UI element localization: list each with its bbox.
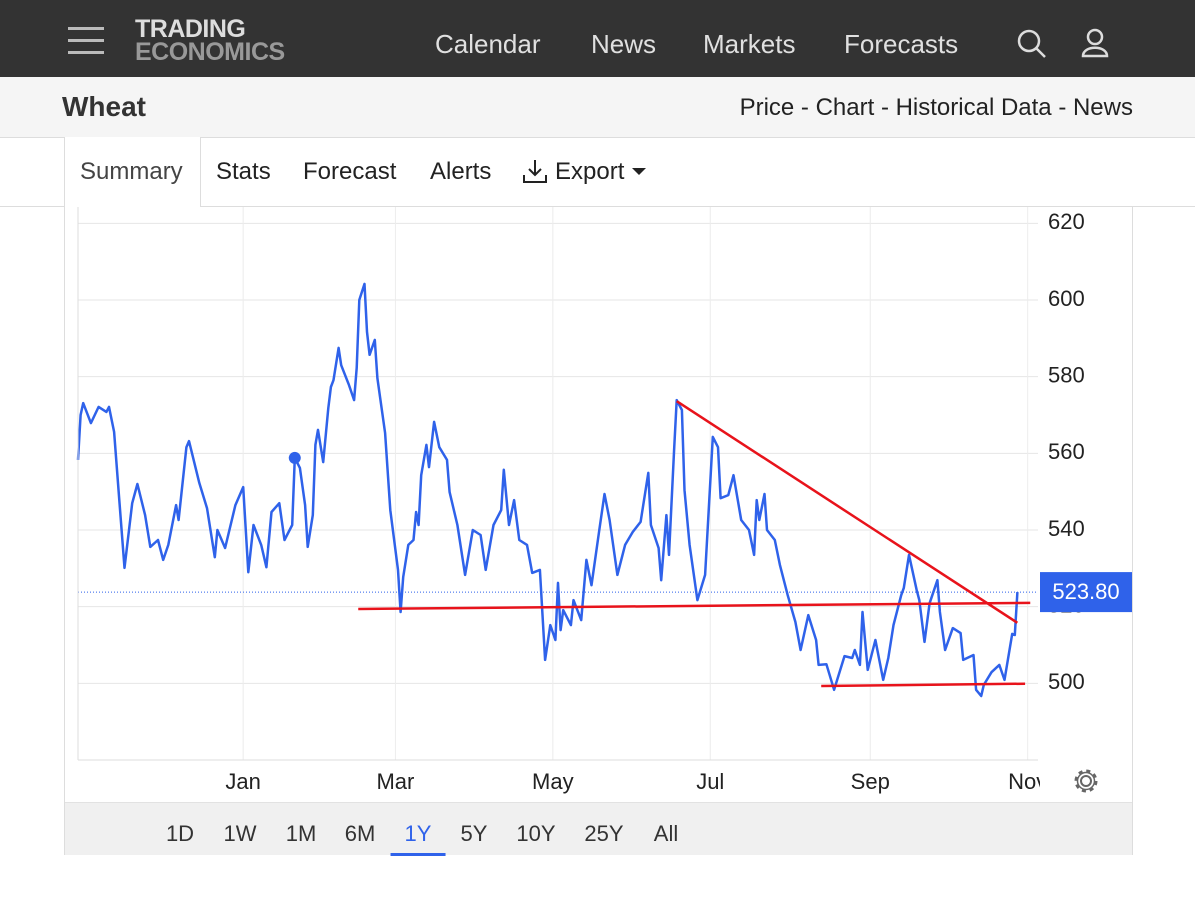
dropdown-caret — [632, 168, 646, 175]
x-tick-label: Jul — [696, 769, 724, 794]
range-button[interactable]: 6M — [344, 821, 376, 846]
tab[interactable]: Summary — [64, 137, 201, 207]
x-tick-label: May — [532, 769, 574, 794]
range-button[interactable]: 1M — [285, 821, 317, 846]
x-tick-label: Sep — [851, 769, 890, 794]
tab-row: Summary Stats Forecast Alerts Export — [0, 137, 1195, 207]
section-links[interactable]: Price - Chart - Historical Data - News — [739, 94, 1133, 121]
y-tick-label: 580 — [1048, 362, 1085, 387]
last-price-label: 523.80 — [1052, 579, 1119, 604]
plot — [76, 207, 1038, 760]
trend-line — [358, 601, 1031, 611]
y-tick-label: 600 — [1048, 286, 1085, 311]
trend-line — [821, 682, 1026, 688]
tab[interactable]: Stats — [216, 158, 271, 185]
nav-item[interactable]: Forecasts — [844, 29, 959, 59]
y-tick-label: 560 — [1048, 439, 1085, 464]
point-marker — [288, 451, 301, 464]
range-bar: 1D 1W 1M 6M 1Y 5Y 10Y 25Y All — [65, 802, 1132, 856]
x-tick-label: Mar — [376, 769, 414, 794]
menu-button[interactable] — [68, 27, 104, 63]
range-button[interactable]: 1Y — [390, 821, 446, 856]
trend-line — [676, 400, 1019, 624]
settings-icon[interactable] — [1072, 767, 1100, 795]
range-button[interactable]: 10Y — [516, 821, 556, 846]
x-tick-label: Nov — [1008, 769, 1047, 794]
nav-item[interactable]: Calendar — [435, 29, 541, 59]
logo-line: TRADING — [135, 15, 246, 43]
nav-item[interactable]: News — [591, 29, 657, 59]
range-button[interactable]: All — [653, 821, 679, 846]
range-button[interactable]: 1W — [223, 821, 257, 846]
logo-line: ECONOMICS — [135, 38, 285, 66]
y-tick-label: 620 — [1048, 209, 1085, 234]
y-tick-label: 500 — [1048, 669, 1085, 694]
range-button[interactable]: 25Y — [584, 821, 624, 846]
last-price-box — [1040, 572, 1132, 613]
y-tick-label: 540 — [1048, 516, 1085, 541]
x-tick-labels: Jan Mar May Jul Sep Nov — [225, 769, 1047, 794]
page-title: Wheat — [62, 91, 146, 122]
tab[interactable]: Export — [555, 158, 625, 185]
top-bar: TRADING ECONOMICS Calendar News Markets … — [0, 0, 1195, 77]
x-tick-label: Jan — [225, 769, 260, 794]
search-icon[interactable] — [1016, 28, 1048, 60]
user-icon[interactable] — [1080, 27, 1112, 59]
logo[interactable]: TRADING ECONOMICS — [135, 15, 285, 66]
sub-header: Wheat Price - Chart - Historical Data - … — [0, 77, 1195, 138]
range-button[interactable]: 5Y — [460, 821, 488, 846]
tab[interactable]: Forecast — [303, 158, 397, 185]
price-line — [76, 282, 1019, 698]
download-icon — [523, 160, 547, 183]
tab-label: Summary — [80, 158, 183, 185]
range-button[interactable]: 1D — [165, 821, 195, 846]
tab[interactable]: Alerts — [430, 158, 492, 185]
nav-item[interactable]: Markets — [703, 29, 796, 59]
